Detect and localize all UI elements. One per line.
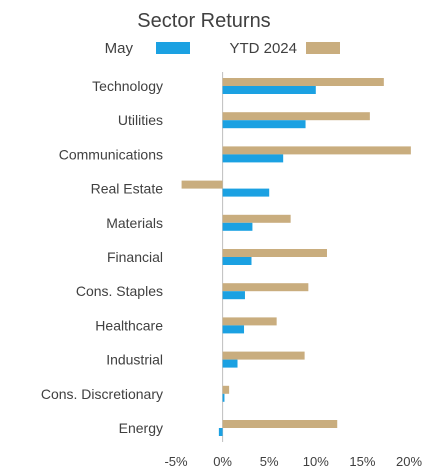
category-label: Energy: [119, 420, 163, 436]
chart-title: Sector Returns: [137, 10, 270, 32]
bars: [181, 78, 411, 436]
category-label: Healthcare: [95, 317, 163, 333]
bar-may: [222, 257, 252, 265]
bar-may: [222, 291, 245, 300]
bar-may: [222, 120, 306, 129]
x-tick-label: 10%: [303, 454, 329, 469]
bar-ytd-2024: [222, 214, 291, 223]
bar-may: [222, 359, 238, 368]
legend-label: YTD 2024: [229, 40, 297, 57]
category-label: Utilities: [118, 112, 163, 128]
bar-ytd-2024: [222, 351, 305, 360]
bar-ytd-2024: [222, 420, 338, 428]
x-tick-labels: -5% 0% 5% 10% 15% 20%: [164, 454, 422, 469]
bar-ytd-2024: [222, 112, 370, 121]
x-tick-label: 5%: [260, 454, 279, 469]
category-label: Cons. Discretionary: [41, 386, 163, 402]
bar-ytd-2024: [222, 249, 327, 257]
bar-may: [222, 188, 270, 197]
legend-swatch: [156, 42, 190, 54]
category-label: Financial: [107, 249, 163, 265]
legend-label: May: [105, 40, 134, 57]
bar-ytd-2024: [222, 146, 411, 155]
bar-ytd-2024: [222, 283, 309, 292]
bar-may: [222, 222, 253, 231]
bar-may: [222, 325, 245, 334]
category-label: Industrial: [106, 352, 163, 368]
bar-may: [218, 428, 223, 436]
bar-ytd-2024: [222, 317, 277, 326]
bar-may: [222, 393, 225, 402]
x-tick-label: 20%: [396, 454, 422, 469]
legend-swatch: [306, 42, 340, 54]
category-label: Materials: [106, 215, 163, 231]
x-tick-label: 15%: [349, 454, 375, 469]
x-tick-label: 0%: [213, 454, 232, 469]
bar-ytd-2024: [181, 180, 223, 189]
category-label: Communications: [59, 146, 163, 162]
bar-ytd-2024: [222, 385, 230, 394]
category-label: Cons. Staples: [76, 283, 163, 299]
bar-may: [222, 154, 284, 163]
category-label: Real Estate: [91, 181, 164, 197]
category-label: Technology: [92, 78, 163, 94]
x-tick-label: -5%: [164, 454, 188, 469]
bar-ytd-2024: [222, 78, 384, 86]
legend: May YTD 2024: [105, 40, 340, 57]
category-labels: Technology Utilities Communications Real Es…: [41, 78, 163, 436]
bar-may: [222, 86, 316, 94]
